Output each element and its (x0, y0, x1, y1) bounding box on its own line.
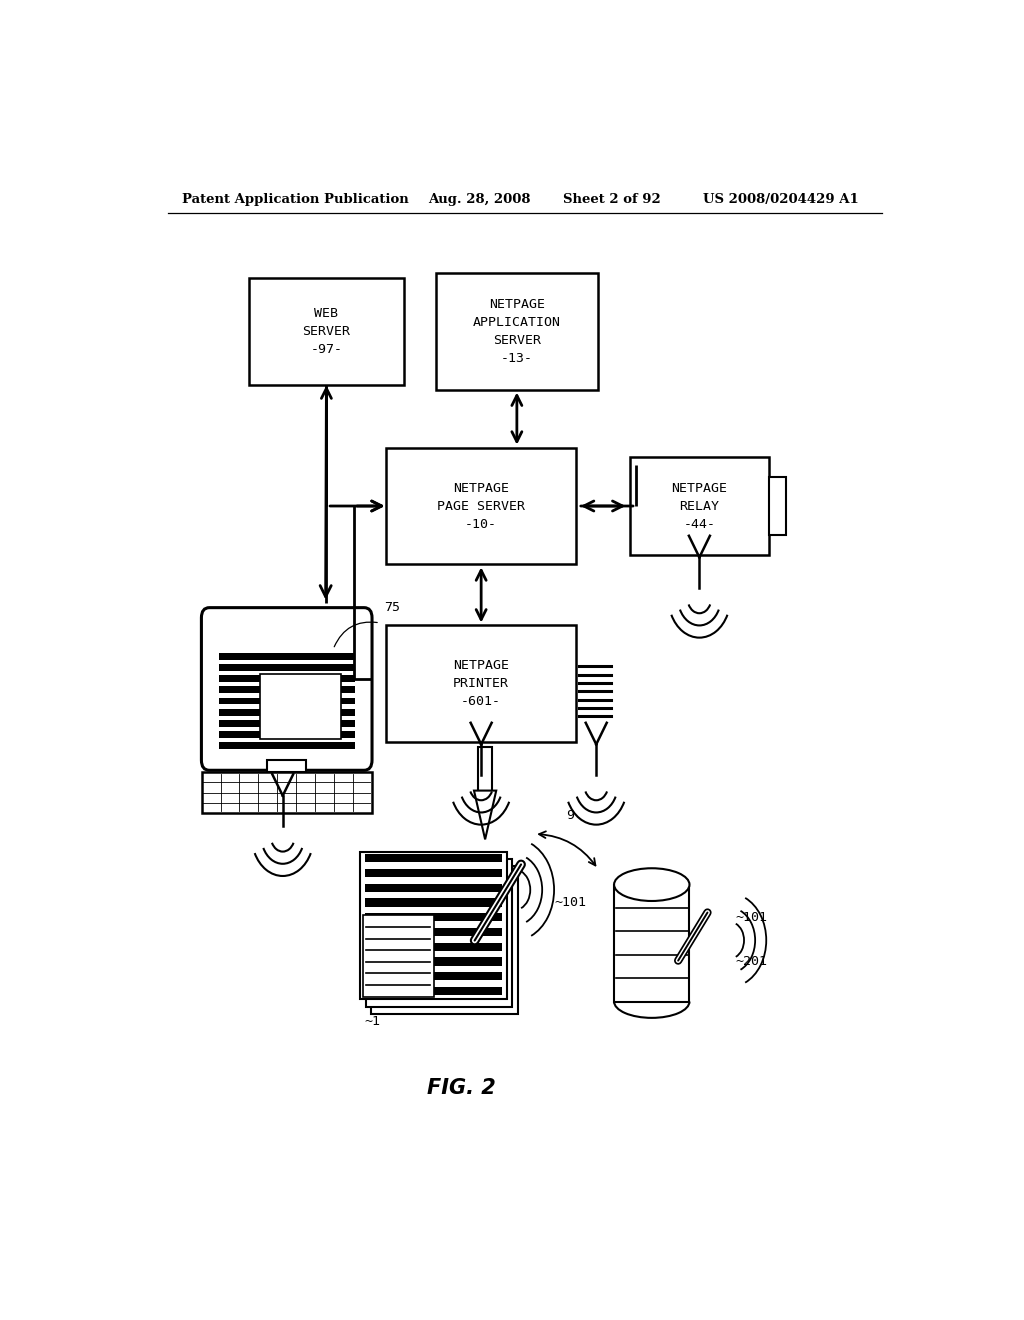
Bar (365, 869, 502, 878)
Text: US 2008/0204429 A1: US 2008/0204429 A1 (703, 193, 859, 206)
Bar (365, 928, 502, 936)
Bar (219, 653, 354, 660)
Bar (614, 884, 689, 1002)
Bar (219, 709, 354, 715)
Bar (386, 447, 577, 565)
Bar (267, 760, 306, 772)
Text: NETPAGE
PAGE SERVER
-10-: NETPAGE PAGE SERVER -10- (437, 482, 525, 531)
Bar (630, 457, 769, 556)
Bar (219, 686, 354, 693)
Bar (202, 772, 372, 813)
Bar (372, 866, 518, 1014)
Bar (365, 972, 502, 981)
Text: ~101: ~101 (554, 896, 586, 909)
Text: FIG. 2: FIG. 2 (427, 1078, 496, 1098)
Bar (219, 742, 354, 748)
Text: ~101: ~101 (735, 911, 768, 924)
Bar (364, 916, 433, 997)
Bar (249, 277, 403, 384)
Text: 75: 75 (384, 601, 400, 614)
Bar (365, 899, 502, 907)
Polygon shape (474, 791, 497, 840)
FancyBboxPatch shape (202, 607, 372, 771)
Bar (365, 942, 502, 950)
Bar (365, 987, 502, 995)
Text: NETPAGE
APPLICATION
SERVER
-13-: NETPAGE APPLICATION SERVER -13- (473, 298, 561, 364)
Bar (365, 883, 502, 892)
Text: Sheet 2 of 92: Sheet 2 of 92 (563, 193, 660, 206)
Bar (219, 676, 354, 682)
Bar (478, 747, 493, 791)
Ellipse shape (614, 869, 689, 902)
Bar (219, 719, 354, 726)
Text: NETPAGE
RELAY
-44-: NETPAGE RELAY -44- (672, 482, 727, 531)
Text: WEB
SERVER
-97-: WEB SERVER -97- (302, 306, 350, 355)
Bar (365, 854, 502, 862)
Bar (219, 697, 354, 705)
Bar (365, 957, 502, 965)
Bar (219, 731, 354, 738)
Bar (769, 477, 786, 536)
Text: ~201: ~201 (735, 954, 768, 968)
Bar (360, 853, 507, 999)
Bar (366, 859, 512, 1007)
Text: ~1: ~1 (365, 1015, 380, 1028)
Text: Patent Application Publication: Patent Application Publication (182, 193, 409, 206)
Bar (435, 273, 598, 389)
Text: NETPAGE
PRINTER
-601-: NETPAGE PRINTER -601- (454, 660, 509, 709)
Bar (365, 913, 502, 921)
Text: 9: 9 (566, 809, 574, 822)
Bar (259, 675, 341, 739)
Bar (219, 664, 354, 672)
Text: Aug. 28, 2008: Aug. 28, 2008 (428, 193, 530, 206)
Bar (386, 626, 577, 742)
